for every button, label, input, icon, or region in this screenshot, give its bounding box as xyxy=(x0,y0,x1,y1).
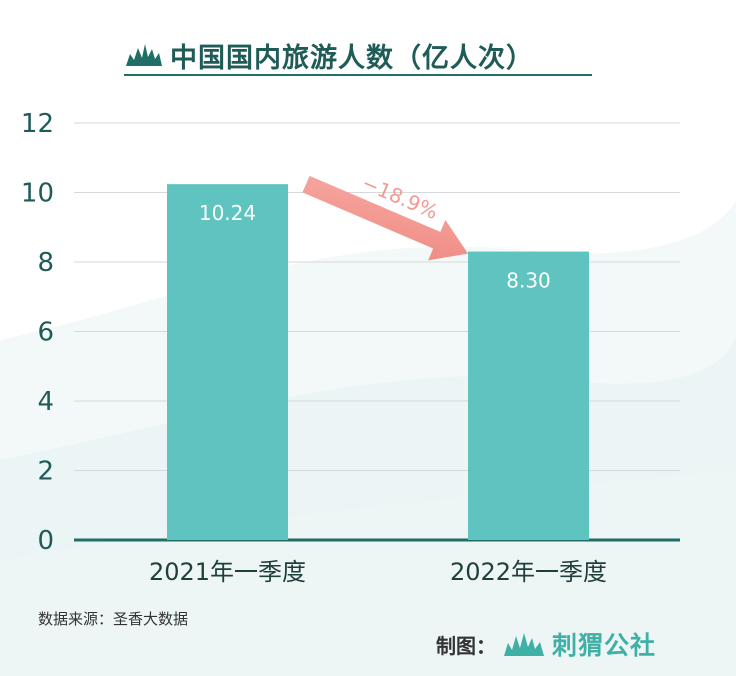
hedgehog-leaf-icon xyxy=(126,44,162,66)
chart-title-area: 中国国内旅游人数（亿人次） xyxy=(124,34,592,76)
bar xyxy=(468,251,589,540)
y-tick-label: 2 xyxy=(37,457,54,487)
y-tick-label: 6 xyxy=(37,318,54,348)
hedgehog-leaf-icon xyxy=(504,633,544,656)
y-tick-label: 0 xyxy=(37,526,54,556)
chart-credit: 制图： 刺猬公社 xyxy=(436,626,726,660)
credit-brand: 刺猬公社 xyxy=(552,631,657,660)
x-category-label: 2022年一季度 xyxy=(450,558,607,586)
bar xyxy=(167,184,288,540)
x-category-label: 2021年一季度 xyxy=(149,558,306,586)
y-tick-label: 10 xyxy=(21,179,54,209)
change-arrow-shape xyxy=(302,175,468,261)
credit-label: 制图： xyxy=(436,634,496,658)
y-tick-label: 8 xyxy=(37,248,54,278)
change-arrow: −18.9% xyxy=(302,170,468,261)
bar-value-label: 10.24 xyxy=(199,201,256,225)
chart-title: 中国国内旅游人数（亿人次） xyxy=(170,43,534,74)
y-tick-label: 12 xyxy=(21,109,54,139)
data-source-note: 数据来源：圣香大数据 xyxy=(38,610,189,628)
bar-value-label: 8.30 xyxy=(506,269,551,293)
y-tick-label: 4 xyxy=(37,387,54,417)
